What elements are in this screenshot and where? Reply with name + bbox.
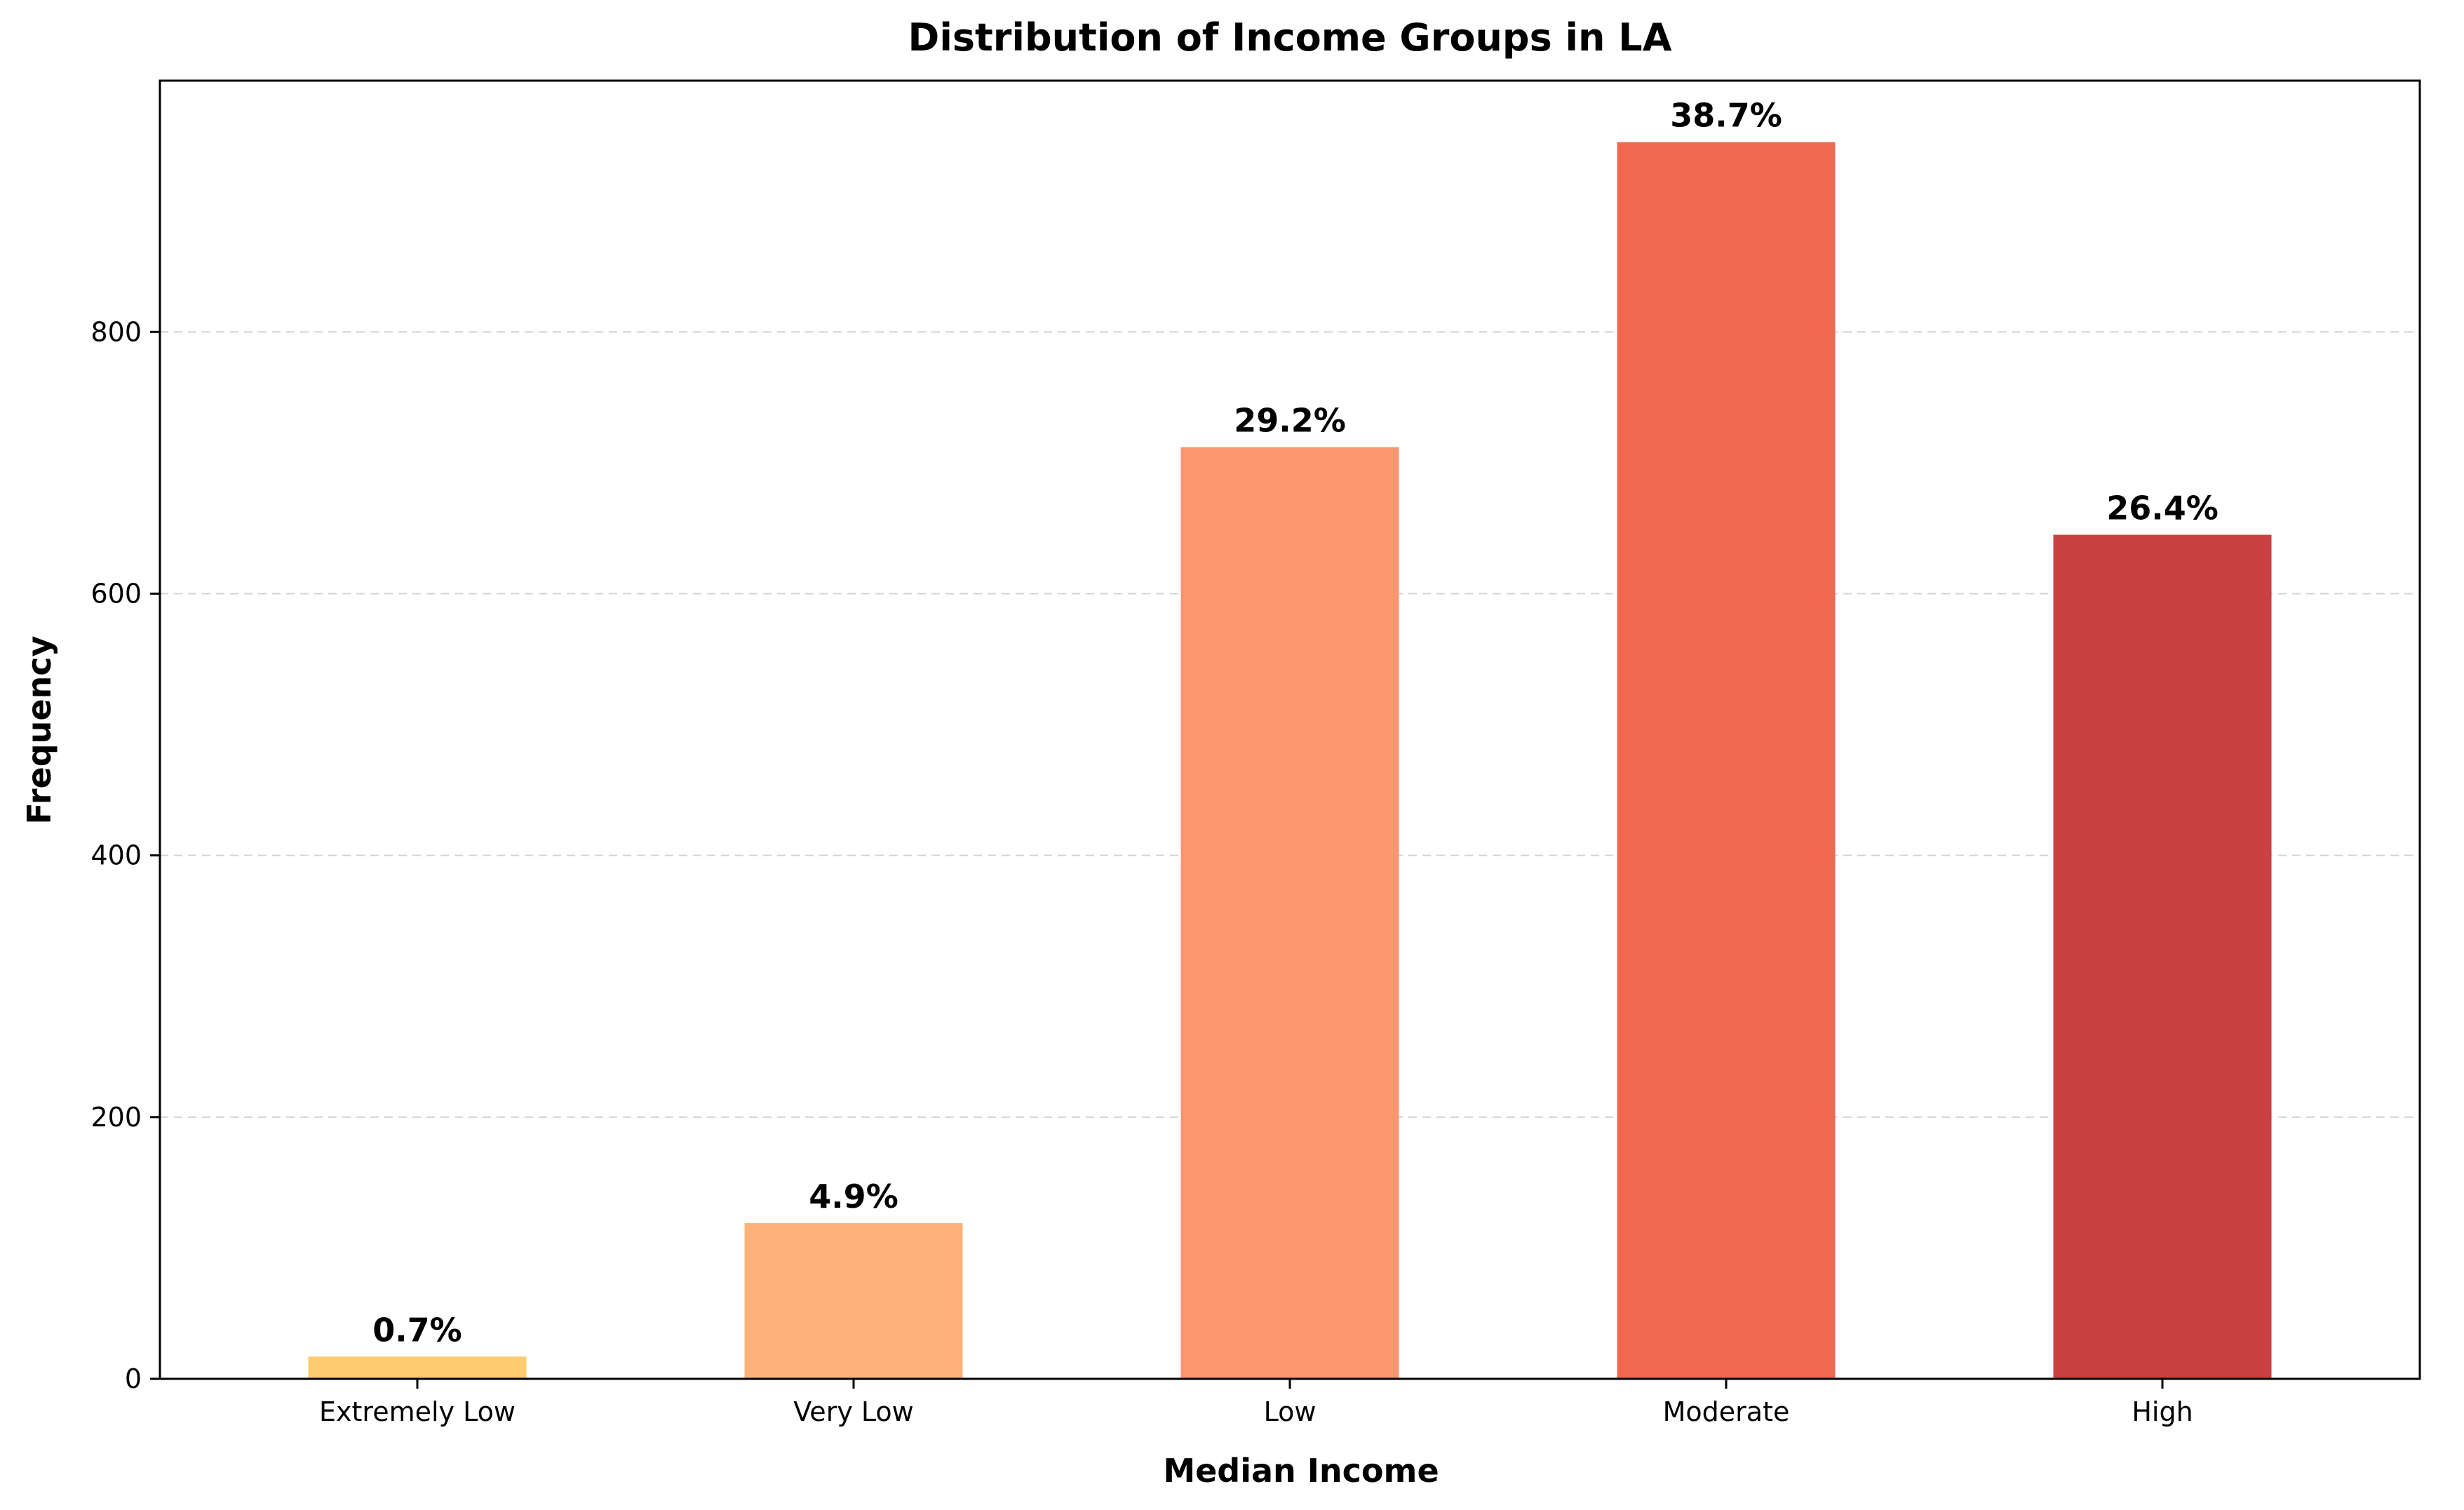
x-tick-label: Low xyxy=(1264,1396,1317,1427)
bar-value-label: 38.7% xyxy=(1670,97,1782,135)
chart-title: Distribution of Income Groups in LA xyxy=(908,15,1672,60)
bar-value-label: 4.9% xyxy=(809,1178,898,1215)
x-tick-label: Extremely Low xyxy=(319,1396,516,1427)
x-axis-ticks: Extremely Low Very Low Low Moderate High xyxy=(319,1379,2193,1427)
bar-moderate xyxy=(1617,142,1836,1379)
y-tick-label: 800 xyxy=(90,316,142,347)
bar-value-label: 0.7% xyxy=(372,1311,462,1349)
y-tick-label: 0 xyxy=(125,1363,142,1394)
y-tick-label: 400 xyxy=(90,840,142,871)
bar-value-label: 29.2% xyxy=(1234,401,1346,439)
bar-layer xyxy=(308,142,2272,1379)
x-tick-label: High xyxy=(2132,1396,2193,1427)
y-axis-label: Frequency xyxy=(20,635,58,824)
bar-low xyxy=(1180,447,1399,1379)
y-tick-label: 600 xyxy=(90,578,142,609)
bar-extremely-low xyxy=(308,1356,527,1379)
y-axis-ticks: 0 200 400 600 800 xyxy=(90,316,160,1394)
bar-very-low xyxy=(744,1222,963,1379)
bar-value-label: 26.4% xyxy=(2106,489,2219,527)
x-tick-label: Moderate xyxy=(1663,1396,1790,1427)
x-tick-label: Very Low xyxy=(793,1396,913,1427)
y-tick-label: 200 xyxy=(90,1102,142,1133)
bar-high xyxy=(2053,534,2272,1379)
x-axis-label: Median Income xyxy=(1163,1452,1439,1490)
bar-label-layer: 0.7% 4.9% 29.2% 38.7% 26.4% xyxy=(372,97,2219,1349)
